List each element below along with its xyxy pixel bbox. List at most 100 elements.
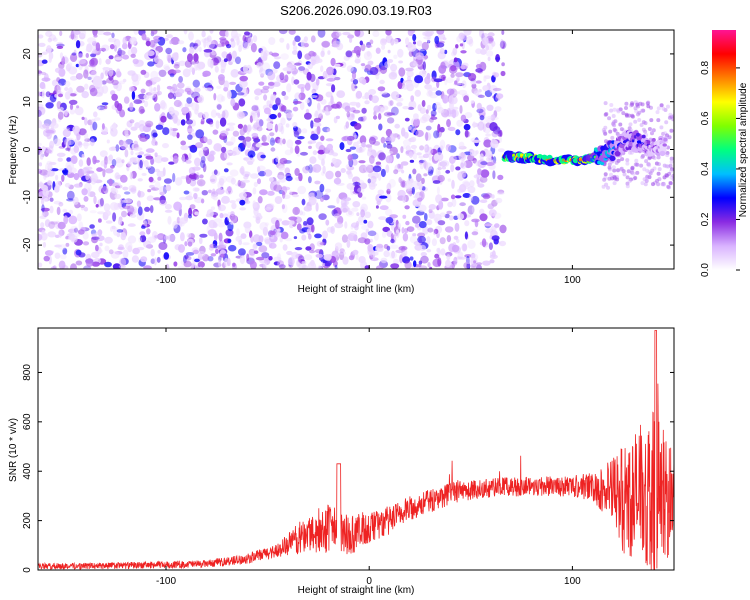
spectrogram-blob bbox=[106, 155, 113, 165]
spectrogram-blob bbox=[321, 40, 331, 48]
spectrogram-blob bbox=[216, 94, 224, 103]
spectrogram-blob bbox=[70, 235, 78, 243]
spectrogram-blob bbox=[451, 179, 455, 189]
spectrogram-blob bbox=[56, 43, 65, 47]
spectrogram-blob bbox=[258, 235, 264, 243]
spectrogram-blob bbox=[347, 34, 354, 39]
spectrogram-blob bbox=[90, 178, 97, 185]
spectrogram-blob bbox=[459, 105, 463, 114]
spectrogram-blob bbox=[479, 208, 485, 215]
spectrogram-blob bbox=[393, 38, 399, 45]
spectrogram-blob bbox=[336, 196, 340, 204]
spectrogram-blob bbox=[226, 162, 233, 166]
spectrogram-blob bbox=[98, 58, 102, 65]
spectrogram-blob bbox=[378, 123, 383, 131]
spectrogram-blob bbox=[99, 197, 104, 207]
spectrogram-blob bbox=[477, 121, 485, 131]
spectrogram-blob bbox=[612, 127, 617, 132]
spectrogram-blob bbox=[89, 70, 97, 76]
spectrogram-blob bbox=[112, 212, 117, 222]
spectrogram-blob bbox=[106, 139, 110, 144]
spectrogram-blob bbox=[343, 135, 351, 141]
spectrogram-blob bbox=[481, 238, 487, 248]
spectrogram-blob bbox=[497, 174, 504, 180]
spectrogram-blob bbox=[144, 100, 149, 108]
spectrogram-blob bbox=[389, 214, 398, 219]
spectrogram-blob bbox=[53, 138, 62, 146]
spectrogram-blob bbox=[480, 161, 488, 166]
spectrogram-blob bbox=[227, 186, 232, 192]
spectrogram-blob bbox=[152, 76, 161, 83]
spectrogram-blob bbox=[100, 72, 104, 80]
spectrogram-blob bbox=[656, 162, 661, 167]
spectrogram-blob bbox=[429, 30, 435, 35]
spectrogram-blob bbox=[57, 157, 63, 162]
spectrogram-blob bbox=[438, 64, 447, 74]
spectrogram-blob bbox=[442, 94, 449, 104]
spectrogram-blob bbox=[448, 215, 454, 221]
spectrogram-blob bbox=[114, 100, 119, 109]
spectrogram-blob bbox=[385, 208, 393, 217]
spectrogram-blob bbox=[417, 197, 423, 202]
spectrogram-blob bbox=[81, 154, 85, 158]
spectrogram-blob bbox=[380, 136, 386, 144]
spectrogram-blob bbox=[400, 248, 408, 258]
spectrogram-blob bbox=[292, 50, 298, 55]
spectrogram-blob bbox=[217, 74, 225, 81]
spectrogram-blob bbox=[446, 77, 454, 84]
spectrogram-blob bbox=[84, 133, 89, 141]
spectrogram-blob bbox=[210, 194, 216, 199]
spectrogram-blob bbox=[214, 65, 219, 73]
spectrogram-blob bbox=[104, 245, 110, 252]
spectrogram-blob bbox=[260, 88, 269, 94]
spectrogram-blob bbox=[193, 192, 198, 200]
spectrogram-blob bbox=[385, 217, 394, 224]
spectrogram-blob bbox=[172, 114, 178, 124]
spectrogram-blob bbox=[294, 168, 300, 176]
spectrogram-blob bbox=[490, 139, 499, 149]
spectrogram-blob bbox=[209, 30, 214, 34]
spectrogram-blob bbox=[340, 168, 346, 173]
spectrogram-blob bbox=[73, 183, 83, 188]
spectrogram-blob bbox=[455, 72, 464, 78]
spectrogram-blob bbox=[436, 30, 445, 35]
spectrogram-blob bbox=[637, 118, 642, 122]
spectrogram-blob bbox=[407, 30, 414, 37]
spectrogram-blob bbox=[379, 205, 389, 211]
spectrogram-blob bbox=[460, 171, 467, 178]
spectrogram-blob bbox=[201, 147, 208, 151]
spectrogram-blob bbox=[361, 141, 366, 148]
spectrogram-blob bbox=[103, 31, 112, 36]
spectrogram-blob bbox=[248, 249, 256, 259]
spectrogram-blob bbox=[183, 30, 188, 35]
spectrogram-blob bbox=[173, 69, 181, 74]
spectrogram-blob bbox=[197, 94, 205, 104]
spectrogram-blob bbox=[398, 245, 408, 251]
spectrogram-blob bbox=[121, 159, 125, 164]
spectrogram-blob bbox=[293, 127, 302, 135]
spectrogram-blob bbox=[186, 128, 195, 133]
spectrogram-blob bbox=[359, 182, 368, 190]
spectrogram-blob bbox=[341, 234, 348, 243]
spectrogram-blob bbox=[373, 105, 381, 113]
spectrogram-blob bbox=[427, 227, 434, 233]
spectrogram-blob bbox=[421, 41, 429, 51]
spectrogram-blob bbox=[193, 45, 199, 53]
spectrogram-blob bbox=[369, 39, 374, 45]
spectrogram-blob bbox=[479, 199, 488, 203]
spectrogram-blob bbox=[661, 182, 666, 187]
spectrogram-blob bbox=[351, 207, 359, 212]
spectrogram-blob bbox=[232, 262, 236, 267]
spectrogram-blob bbox=[667, 115, 672, 120]
spectrogram-blob bbox=[485, 133, 491, 137]
spectrogram-blob bbox=[471, 218, 480, 223]
spectrogram-blob bbox=[669, 128, 674, 133]
figure-title: S206.2026.090.03.19.R03 bbox=[280, 3, 432, 18]
spectrogram-blob bbox=[404, 261, 412, 269]
spectrogram-blob bbox=[308, 164, 313, 174]
spectrogram-blob bbox=[347, 113, 355, 121]
spectrogram-blob bbox=[38, 119, 43, 129]
spectrogram-blob bbox=[239, 207, 247, 211]
spectrogram-blob bbox=[306, 217, 314, 226]
spectrogram-blob bbox=[173, 63, 180, 69]
